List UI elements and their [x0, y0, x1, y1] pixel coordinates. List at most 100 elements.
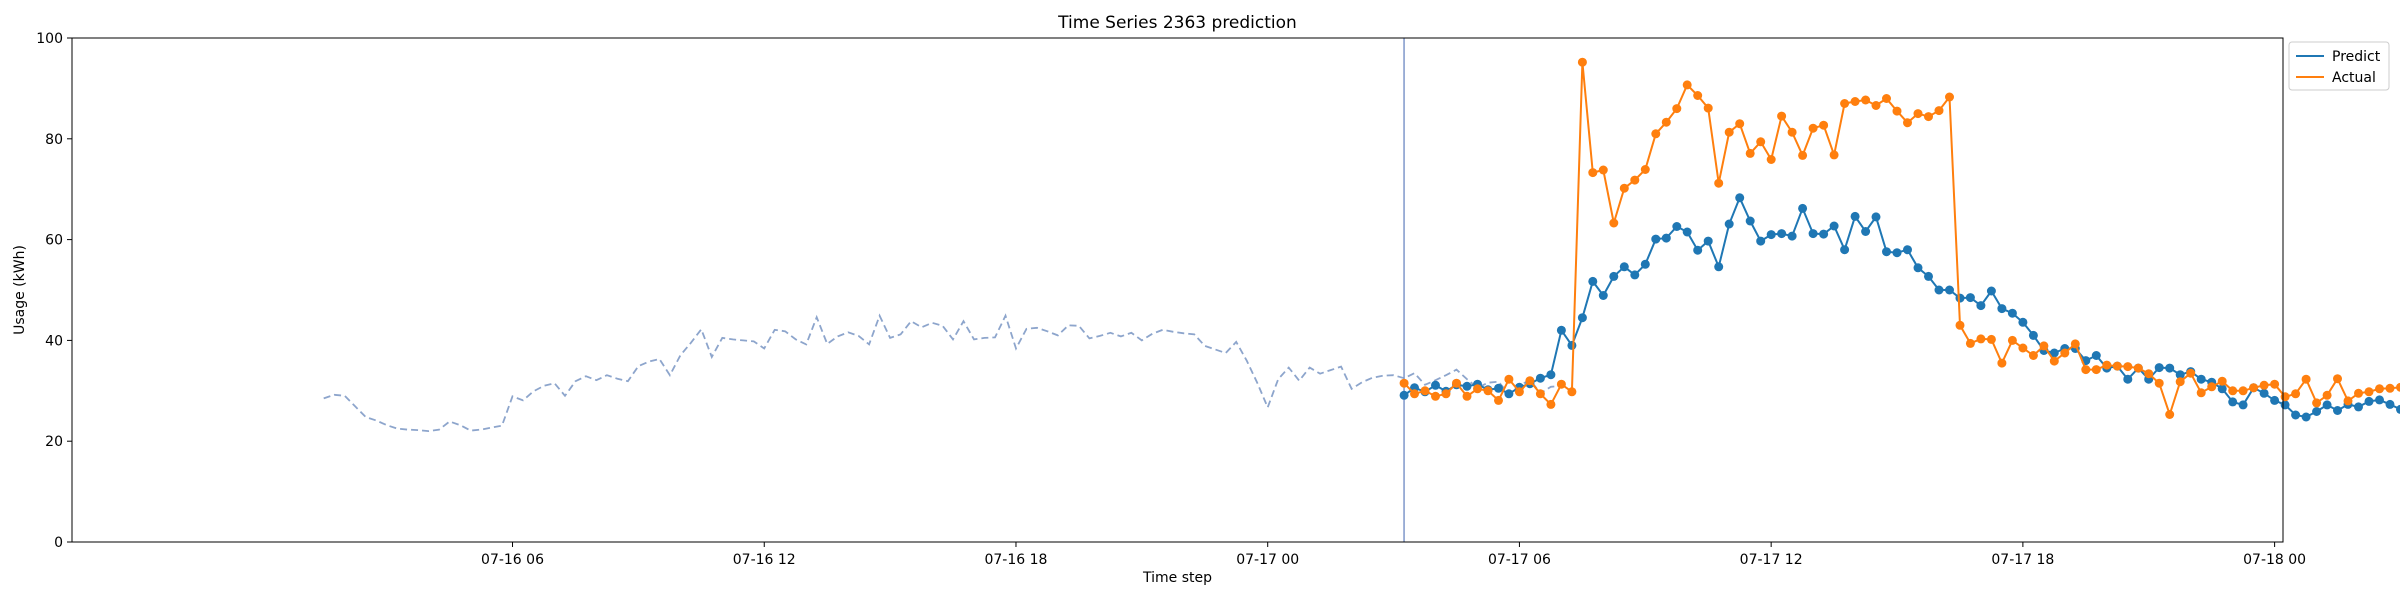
actual-point: [2217, 376, 2227, 386]
actual-point: [1619, 183, 1629, 193]
predict-point: [1556, 325, 1566, 335]
predict-point: [1892, 248, 1902, 258]
predict-point: [1431, 380, 1440, 390]
predict-point: [2333, 406, 2342, 415]
predict-point: [2123, 374, 2133, 384]
y-tick-label: 0: [54, 535, 63, 551]
actual-point: [2375, 384, 2384, 394]
actual-point: [2322, 390, 2332, 400]
predict-point: [1703, 236, 1713, 246]
predict-point: [1661, 233, 1671, 243]
actual-point: [2291, 389, 2301, 399]
predict-point: [1976, 301, 1986, 311]
actual-point: [2102, 360, 2112, 370]
actual-point: [1661, 117, 1671, 127]
actual-point: [1850, 97, 1860, 106]
actual-point: [2364, 387, 2374, 397]
actual-point: [2165, 410, 2175, 419]
predict-point: [1535, 373, 1545, 383]
predict-point: [1577, 313, 1587, 323]
y-tick-label: 40: [45, 333, 63, 349]
predict-point: [1882, 247, 1891, 257]
actual-point: [1452, 378, 1461, 388]
actual-point: [1766, 155, 1776, 164]
predict-point: [1861, 227, 1871, 236]
actual-point: [2249, 383, 2259, 393]
predict-point: [1945, 285, 1954, 295]
predict-point: [1798, 203, 1808, 213]
predict-point: [2091, 351, 2101, 360]
actual-point: [1504, 374, 1514, 384]
actual-point: [1808, 123, 1818, 133]
x-tick-label: 07-17 06: [1488, 552, 1551, 568]
y-tick-label: 20: [45, 434, 63, 450]
x-axis-label: Time step: [1142, 570, 1212, 586]
actual-point: [2312, 398, 2322, 408]
predict-point: [1829, 221, 1839, 231]
legend-label-actual: Actual: [2332, 70, 2376, 86]
y-tick-label: 100: [36, 31, 63, 47]
predict-point: [1609, 271, 1619, 281]
actual-point: [2396, 382, 2400, 392]
predict-point: [1546, 370, 1556, 380]
actual-point: [2343, 396, 2353, 406]
predict-point: [2259, 388, 2269, 398]
chart-title: Time Series 2363 prediction: [1057, 13, 1297, 33]
x-tick-label: 07-16 06: [481, 552, 544, 568]
actual-point: [1787, 127, 1797, 137]
predict-point: [1619, 262, 1629, 272]
predict-point: [2217, 384, 2227, 394]
predict-point: [2007, 308, 2017, 318]
x-tick-label: 07-18 00: [2243, 552, 2306, 568]
predict-point: [1693, 245, 1703, 255]
actual-point: [1798, 150, 1808, 160]
actual-point: [1945, 92, 1954, 102]
predict-point: [2385, 399, 2395, 409]
actual-point: [1840, 99, 1850, 108]
actual-point: [1892, 106, 1902, 116]
actual-point: [1473, 384, 1482, 394]
actual-point: [2070, 339, 2080, 349]
predict-point: [2301, 412, 2311, 422]
legend-label-predict: Predict: [2332, 49, 2381, 65]
actual-point: [1693, 91, 1703, 100]
actual-point: [2081, 365, 2091, 375]
actual-point: [2186, 368, 2196, 378]
actual-point: [2207, 382, 2217, 392]
actual-series: [1399, 57, 2400, 419]
actual-point: [1651, 129, 1661, 139]
history-line: [323, 313, 1562, 433]
actual-point: [1577, 57, 1587, 67]
predict-point: [1567, 340, 1577, 350]
predict-point: [1714, 262, 1724, 272]
predict-point: [1630, 270, 1640, 280]
actual-point: [2007, 335, 2017, 345]
plot-frame: [71, 37, 2284, 543]
predict-point: [1986, 286, 1996, 296]
history-layer: [323, 38, 1562, 542]
predict-point: [1745, 216, 1755, 226]
predict-point: [2196, 374, 2206, 384]
actual-point: [1535, 389, 1545, 399]
actual-point: [1871, 101, 1881, 110]
actual-point: [2259, 380, 2269, 390]
actual-point: [2060, 348, 2070, 358]
legend: Predict Actual: [2288, 41, 2390, 91]
y-axis-label: Usage (kWh): [12, 245, 28, 335]
actual-point: [2133, 363, 2143, 373]
predict-point: [1766, 230, 1776, 240]
predict-point: [1808, 229, 1818, 239]
predict-point: [1777, 229, 1787, 239]
predict-point: [1850, 211, 1860, 221]
predict-point: [2396, 404, 2400, 414]
predict-point: [2165, 363, 2175, 373]
y-tick-label: 60: [45, 233, 63, 249]
actual-point: [2280, 392, 2290, 402]
predict-point: [1588, 276, 1598, 286]
actual-point: [1514, 387, 1524, 397]
actual-point: [2144, 369, 2154, 379]
actual-point: [1410, 389, 1419, 399]
actual-point: [2301, 374, 2311, 384]
actual-point: [1494, 395, 1503, 405]
